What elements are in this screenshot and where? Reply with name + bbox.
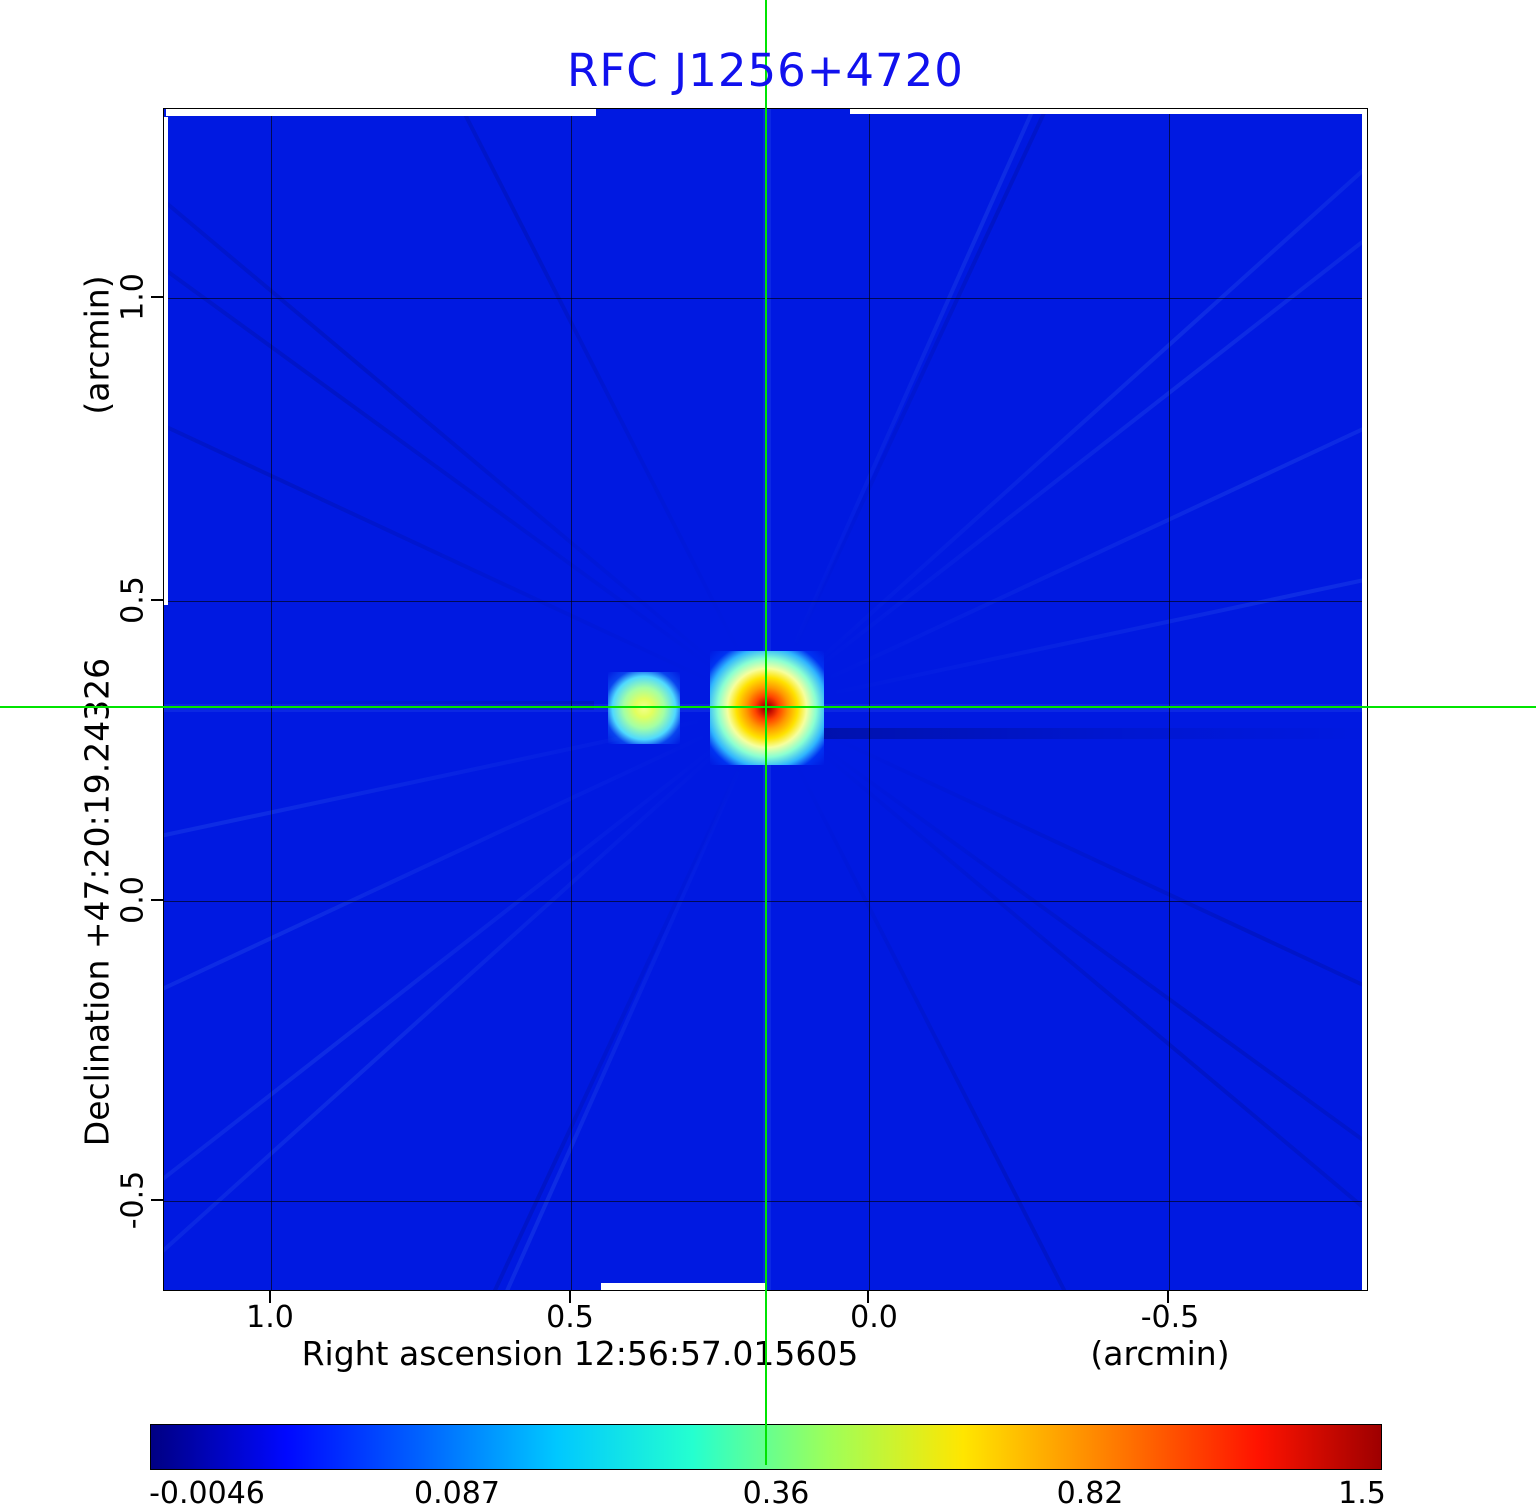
crosshair-vertical-line bbox=[765, 0, 767, 1465]
colorbar-tick-label: 0.087 bbox=[414, 1476, 500, 1511]
colorbar-tick-label: 1.5 bbox=[1338, 1476, 1386, 1511]
y-tick-label: 0.5 bbox=[115, 576, 151, 624]
edge-artifact bbox=[850, 109, 1367, 114]
edge-artifact bbox=[601, 1283, 766, 1290]
primary-source-blob bbox=[710, 651, 824, 765]
y-tickmark bbox=[151, 599, 163, 601]
gridline-vertical bbox=[571, 109, 572, 1290]
x-tick-label: -0.5 bbox=[1140, 1300, 1200, 1335]
y-tickmark bbox=[151, 1199, 163, 1201]
gridline-vertical bbox=[1169, 109, 1170, 1290]
y-tickmark bbox=[151, 296, 163, 298]
edge-artifact bbox=[164, 117, 168, 605]
dark-streak-left bbox=[164, 701, 594, 710]
crosshair-horizontal-line bbox=[0, 706, 1536, 708]
colorbar-tick-label: 0.82 bbox=[1056, 1476, 1124, 1511]
edge-artifact bbox=[1362, 109, 1367, 1290]
x-tickmark bbox=[1167, 1291, 1169, 1303]
x-tick-label: 0.5 bbox=[546, 1300, 594, 1335]
x-axis-unit: (arcmin) bbox=[1090, 1334, 1230, 1373]
colorbar-tick-label: -0.0046 bbox=[149, 1476, 265, 1511]
dark-streak-right bbox=[809, 728, 1367, 739]
secondary-source-blob bbox=[608, 672, 680, 744]
x-tickmark bbox=[867, 1291, 869, 1303]
x-tick-label: 1.0 bbox=[246, 1300, 294, 1335]
x-tick-label: 0.0 bbox=[850, 1300, 898, 1335]
y-tickmark bbox=[151, 899, 163, 901]
x-axis-label: Right ascension 12:56:57.015605 bbox=[301, 1334, 859, 1373]
y-tick-label: 1.0 bbox=[115, 273, 151, 321]
y-axis-unit: (arcmin) bbox=[77, 275, 117, 415]
y-axis-label: Declination +47:20:19.24326 bbox=[77, 657, 117, 1147]
colorbar-tick-label: 0.36 bbox=[742, 1476, 810, 1511]
gridline-vertical bbox=[271, 109, 272, 1290]
y-tick-label: -0.5 bbox=[115, 1170, 151, 1230]
y-tick-label: 0.0 bbox=[115, 876, 151, 924]
x-tickmark bbox=[569, 1291, 571, 1303]
figure-title: RFC J1256+4720 bbox=[567, 44, 964, 97]
x-tickmark bbox=[269, 1291, 271, 1303]
edge-artifact bbox=[166, 109, 596, 116]
gridline-vertical bbox=[869, 109, 870, 1290]
